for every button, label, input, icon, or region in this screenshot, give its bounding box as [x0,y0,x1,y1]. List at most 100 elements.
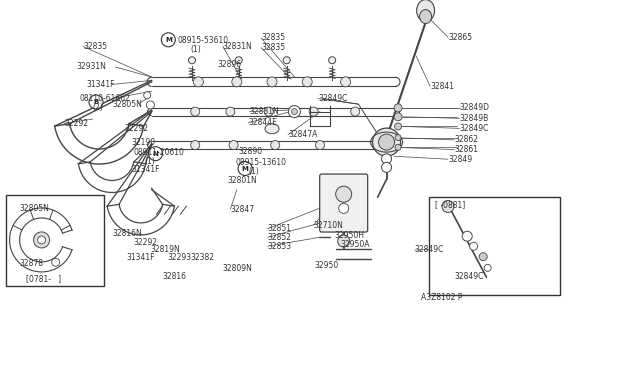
Circle shape [484,264,491,271]
Text: 31341F: 31341F [86,80,115,89]
Circle shape [462,231,472,241]
Text: (1): (1) [144,157,155,166]
Text: 32950A: 32950A [340,240,370,249]
Text: 32849B: 32849B [460,114,489,123]
Circle shape [338,235,349,247]
Text: 08915-13610: 08915-13610 [236,158,287,167]
Text: 32849: 32849 [448,155,472,164]
Circle shape [316,141,324,150]
Text: (2): (2) [93,103,104,112]
Text: 32835: 32835 [261,43,285,52]
Text: 32816N: 32816N [112,229,141,238]
Text: 08110-61662: 08110-61662 [80,94,131,103]
Ellipse shape [265,124,279,134]
Text: 32950H: 32950H [334,231,364,240]
Circle shape [340,77,351,87]
Circle shape [161,33,175,47]
Circle shape [271,141,280,150]
Text: 08915-53610: 08915-53610 [178,36,229,45]
Circle shape [395,135,401,141]
Circle shape [289,106,300,118]
Text: 32853: 32853 [268,242,292,251]
Text: 32849C: 32849C [318,94,348,103]
Circle shape [339,203,349,213]
Text: 08911-20610: 08911-20610 [133,148,184,157]
Circle shape [226,107,235,116]
Circle shape [34,232,50,248]
Circle shape [144,92,150,99]
Circle shape [89,95,103,109]
Circle shape [372,128,401,156]
Circle shape [38,236,45,244]
Circle shape [191,107,200,116]
Text: 32293: 32293 [168,253,192,262]
Circle shape [191,141,200,150]
Circle shape [238,161,252,176]
Text: 32190: 32190 [131,138,156,147]
Text: 32849C: 32849C [454,272,484,280]
Text: 32847: 32847 [230,205,255,214]
Circle shape [264,107,273,116]
Text: N: N [152,151,159,157]
Text: 32835: 32835 [83,42,108,51]
Text: M: M [165,37,172,43]
Text: 32931N: 32931N [77,62,107,71]
Circle shape [267,77,277,87]
Text: 32292: 32292 [125,124,149,133]
Text: 32950: 32950 [315,261,339,270]
Ellipse shape [420,10,431,23]
Text: 32878: 32878 [19,259,44,268]
FancyBboxPatch shape [320,174,367,232]
Text: (1): (1) [248,167,259,176]
Text: (1): (1) [191,45,202,54]
Circle shape [291,109,298,115]
Text: A3Z8102 P: A3Z8102 P [421,293,463,302]
Circle shape [329,57,335,64]
Bar [6,195,104,286]
Text: 32862: 32862 [454,135,479,144]
Text: 31341F: 31341F [127,253,156,262]
Circle shape [395,123,401,130]
Circle shape [381,163,392,172]
Text: 32890: 32890 [239,147,263,155]
Circle shape [284,57,290,64]
Text: 32852: 32852 [268,233,292,242]
Circle shape [381,154,392,164]
Circle shape [479,253,487,261]
Text: [0781-   ]: [0781- ] [26,274,61,283]
Text: 32710N: 32710N [314,221,344,230]
Circle shape [147,101,154,109]
Text: 32292: 32292 [64,119,88,128]
Ellipse shape [417,0,435,22]
Text: 32801N: 32801N [227,176,257,185]
Text: B: B [93,99,99,105]
Circle shape [309,107,318,116]
Circle shape [229,141,238,150]
Circle shape [193,77,204,87]
Text: M: M [242,166,248,171]
Text: 32816: 32816 [162,272,186,280]
Text: 32835: 32835 [261,33,285,42]
Text: 32841: 32841 [430,82,454,91]
Text: 32849C: 32849C [460,124,489,133]
Text: 32861: 32861 [454,145,479,154]
Circle shape [148,147,163,161]
Text: 32292: 32292 [133,238,157,247]
Text: 32831N: 32831N [223,42,252,51]
Circle shape [189,57,195,64]
Circle shape [302,77,312,87]
Text: 32805N: 32805N [112,100,142,109]
Text: 32819N: 32819N [150,245,180,254]
Circle shape [236,57,242,64]
Circle shape [232,77,242,87]
Text: 32865: 32865 [448,33,472,42]
Text: [ -0881]: [ -0881] [435,200,465,209]
Text: 32809N: 32809N [223,264,253,273]
Text: 32849C: 32849C [415,246,444,254]
Text: 32851: 32851 [268,224,292,233]
Text: 32849D: 32849D [460,103,490,112]
Text: 32847A: 32847A [288,130,317,139]
Circle shape [394,113,402,121]
Circle shape [470,242,477,250]
Circle shape [442,201,454,212]
